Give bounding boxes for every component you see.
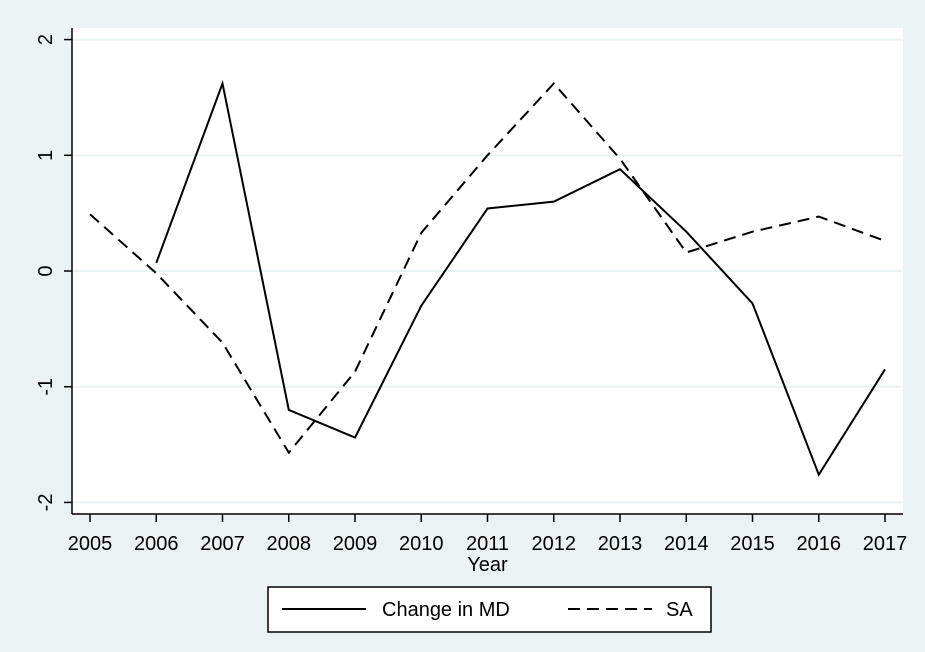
x-tick-label: 2015	[730, 533, 775, 555]
x-tick-label: 2011	[466, 533, 509, 555]
series-line-sa	[89, 82, 886, 455]
x-tick-label: 2016	[797, 533, 842, 555]
x-tick-label: 2008	[267, 533, 312, 555]
x-axis-title: Year	[467, 554, 508, 576]
x-tick-label: 2009	[333, 533, 378, 555]
x-tick-label: 2014	[664, 533, 709, 555]
axes: -2 -1 0 1 2 2005 2006 2007 2008 2009 2010 2011 2012 2…	[35, 28, 907, 555]
x-tick-label: 2017	[863, 533, 908, 555]
series-line-change-in-md	[155, 79, 886, 477]
legend-label-change-in-md: Change in MD	[382, 599, 510, 621]
x-tick-label: 2006	[134, 533, 179, 555]
y-tick-label: 1	[35, 150, 57, 161]
x-tick-label: 2010	[399, 533, 444, 555]
y-tick-label: 2	[35, 34, 57, 45]
x-tick-label: 2012	[532, 533, 577, 555]
x-tick-label: 2005	[68, 533, 113, 555]
y-tick-label: -1	[35, 378, 57, 396]
legend: Change in MD SA	[267, 586, 712, 633]
series-layer	[89, 79, 886, 477]
y-tick-label: -2	[35, 494, 57, 512]
y-tick-label: 0	[35, 265, 57, 276]
legend-label-sa: SA	[666, 599, 693, 621]
x-tick-label: 2007	[200, 533, 245, 555]
x-tick-label: 2013	[598, 533, 643, 555]
